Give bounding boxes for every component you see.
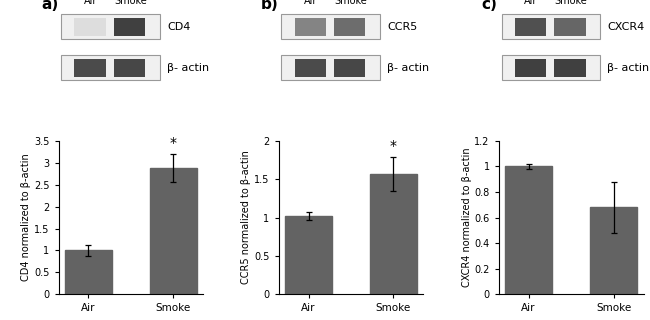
Text: CXCR4: CXCR4 bbox=[607, 22, 645, 32]
Text: CCR5: CCR5 bbox=[387, 22, 417, 32]
Bar bbox=[61, 55, 160, 80]
Y-axis label: CXCR4 normalized to β-actin: CXCR4 normalized to β-actin bbox=[462, 148, 471, 287]
Bar bbox=[114, 18, 146, 36]
Text: a): a) bbox=[41, 0, 58, 12]
Bar bbox=[281, 14, 380, 39]
Y-axis label: CD4 normalized to β-actin: CD4 normalized to β-actin bbox=[21, 154, 31, 281]
Text: b): b) bbox=[261, 0, 279, 12]
Text: Smoke: Smoke bbox=[335, 0, 367, 5]
Text: β- actin: β- actin bbox=[167, 63, 209, 73]
Text: Air: Air bbox=[524, 0, 538, 5]
Bar bbox=[370, 174, 417, 294]
Text: CD4: CD4 bbox=[167, 22, 190, 32]
Bar bbox=[515, 18, 547, 36]
Bar bbox=[150, 168, 197, 294]
Bar bbox=[281, 55, 380, 80]
Bar bbox=[114, 59, 146, 76]
Bar bbox=[61, 14, 160, 39]
Bar bbox=[502, 14, 600, 39]
Bar bbox=[294, 59, 326, 76]
Bar bbox=[502, 55, 600, 80]
Text: *: * bbox=[390, 139, 397, 153]
Bar bbox=[554, 18, 586, 36]
Bar bbox=[294, 18, 326, 36]
Text: *: * bbox=[170, 136, 177, 150]
Text: Smoke: Smoke bbox=[554, 0, 588, 5]
Bar bbox=[554, 59, 586, 76]
Text: Air: Air bbox=[84, 0, 97, 5]
Bar bbox=[75, 18, 107, 36]
Bar bbox=[333, 59, 365, 76]
Bar bbox=[515, 59, 547, 76]
Text: β- actin: β- actin bbox=[607, 63, 649, 73]
Bar bbox=[505, 166, 552, 294]
Text: Smoke: Smoke bbox=[114, 0, 148, 5]
Bar bbox=[65, 251, 112, 294]
Text: β- actin: β- actin bbox=[387, 63, 430, 73]
Bar bbox=[590, 207, 637, 294]
Bar bbox=[75, 59, 107, 76]
Text: c): c) bbox=[481, 0, 497, 12]
Bar bbox=[333, 18, 365, 36]
Text: Air: Air bbox=[304, 0, 317, 5]
Y-axis label: CCR5 normalized to β-actin: CCR5 normalized to β-actin bbox=[241, 151, 252, 284]
Bar bbox=[285, 216, 332, 294]
